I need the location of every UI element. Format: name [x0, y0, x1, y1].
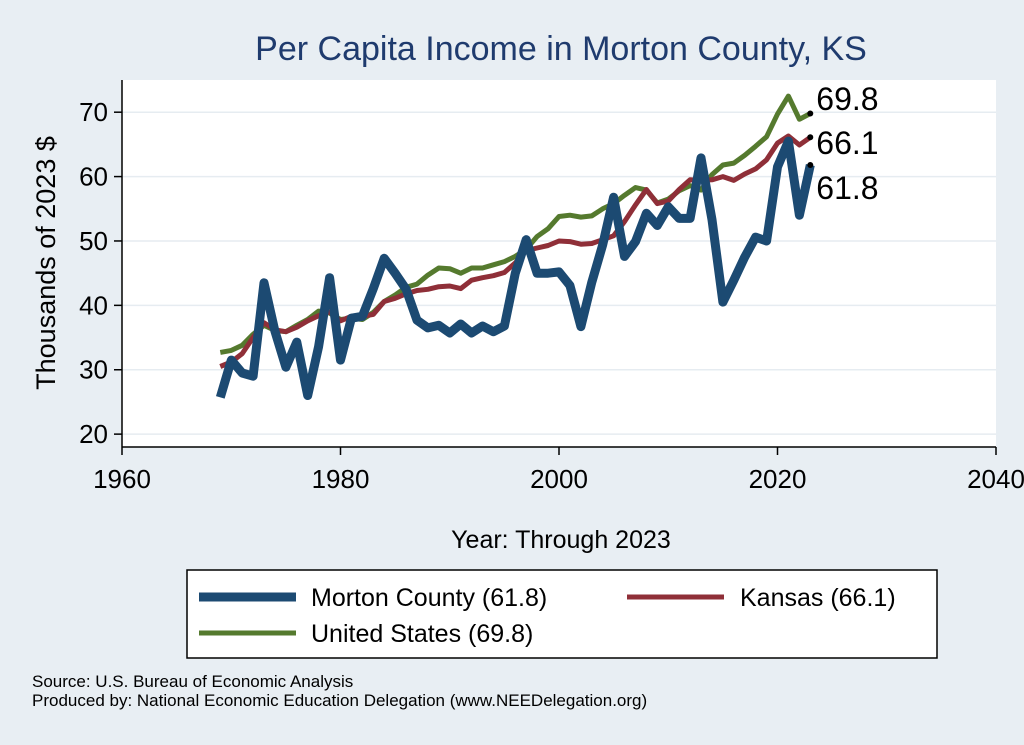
- y-tick-label: 20: [79, 419, 108, 449]
- y-axis-label: Thousands of 2023 $: [31, 136, 61, 390]
- y-tick-label: 40: [79, 290, 108, 320]
- end-point-united-states: [807, 110, 814, 117]
- source-notes: Source: U.S. Bureau of Economic Analysis…: [32, 672, 647, 710]
- y-tick-label: 50: [79, 226, 108, 256]
- end-label-united-states: 69.8: [816, 81, 878, 117]
- producer-line: Produced by: National Economic Education…: [32, 691, 648, 710]
- legend-box: [186, 569, 938, 659]
- y-tick-label: 70: [79, 97, 108, 127]
- end-point-kansas: [807, 134, 814, 141]
- y-tick-label: 30: [79, 355, 108, 385]
- plot-area: [122, 80, 996, 447]
- x-axis-label: Year: Through 2023: [451, 526, 671, 554]
- y-tick-label: 60: [79, 162, 108, 192]
- x-tick-label: 2040: [967, 464, 1024, 494]
- legend-label-united-states: United States (69.8): [311, 620, 533, 648]
- x-tick-label: 2020: [749, 464, 807, 494]
- x-tick-label: 2000: [530, 464, 588, 494]
- source-line: Source: U.S. Bureau of Economic Analysis: [32, 672, 354, 691]
- x-tick-label: 1960: [93, 464, 151, 494]
- legend-label-morton-county: Morton County (61.8): [311, 584, 547, 612]
- legend-label-kansas: Kansas (66.1): [740, 584, 896, 612]
- x-tick-label: 1980: [312, 464, 370, 494]
- chart-title: Per Capita Income in Morton County, KS: [255, 30, 867, 68]
- series-line-united-states: [219, 93, 812, 355]
- series-line-morton-county: [215, 136, 815, 400]
- end-label-kansas: 66.1: [816, 125, 878, 161]
- end-point-morton-county: [807, 161, 814, 168]
- end-label-morton-county: 61.8: [816, 170, 878, 206]
